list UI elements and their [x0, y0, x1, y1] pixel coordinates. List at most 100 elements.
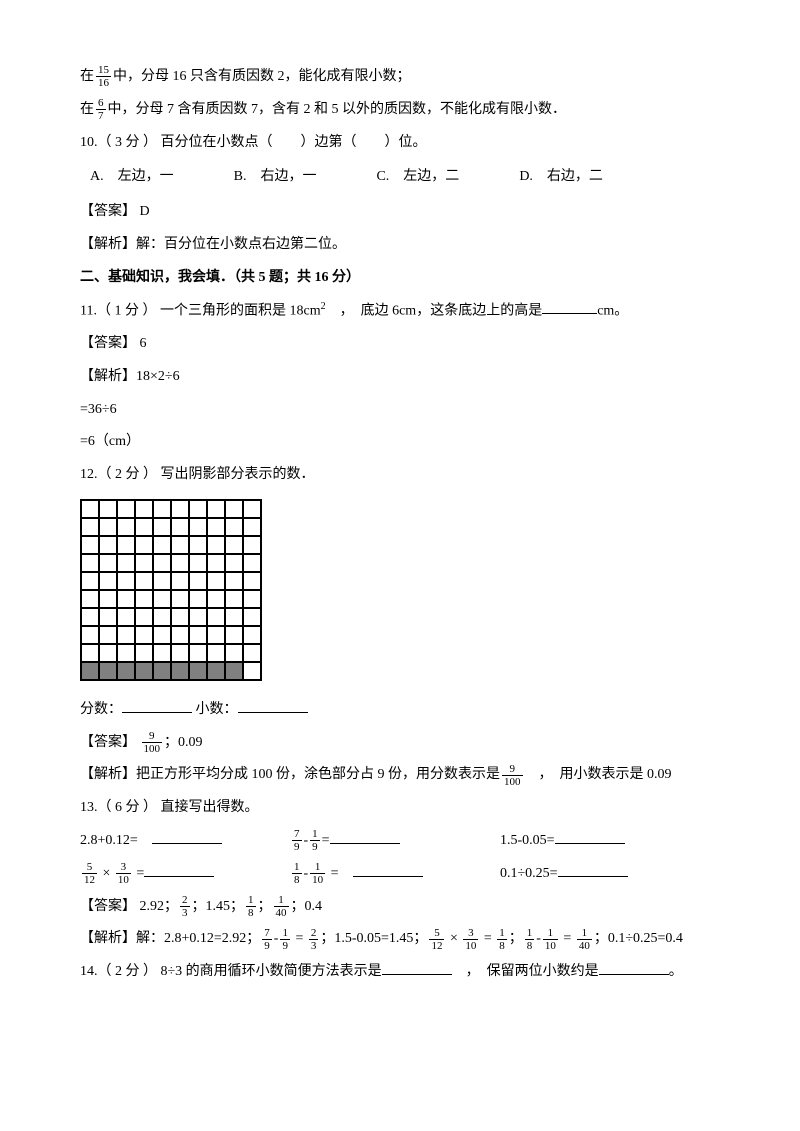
- answer: 【答案】 6: [80, 329, 720, 360]
- question-stem: 11.（ 1 分 ） 一个三角形的面积是 18cm2 ， 底边 6cm，这条底边…: [80, 296, 720, 327]
- grid-cell: [153, 662, 171, 680]
- grid-cell: [207, 554, 225, 572]
- calc-item: 2.8+0.12=: [80, 826, 290, 857]
- grid-cell: [243, 572, 261, 590]
- fraction: 9100: [142, 730, 163, 755]
- fraction: 19: [310, 828, 320, 853]
- fraction: 79: [292, 828, 302, 853]
- answer: 【答案】 D: [80, 197, 720, 228]
- grid-cell: [135, 662, 153, 680]
- calc-item: 512 × 310 =: [80, 859, 290, 890]
- options-row: A. 左边，一 B. 右边，一 C. 左边，二 D. 右边，二: [90, 162, 720, 193]
- section-heading: 二、基础知识，我会填．（共 5 题；共 16 分）: [80, 263, 720, 294]
- fraction: 140: [274, 894, 289, 919]
- answer: 【答案】 2.92；23；1.45；18；140；0.4: [80, 892, 720, 923]
- grid-cell: [135, 608, 153, 626]
- fraction: 67: [96, 97, 106, 122]
- grid-cell: [99, 500, 117, 518]
- fraction: 9100: [502, 763, 523, 788]
- fraction: 310: [116, 861, 131, 886]
- grid-cell: [243, 644, 261, 662]
- calc-row: 512 × 310 = 18-110 = 0.1÷0.25=: [80, 859, 720, 890]
- grid-cell: [117, 536, 135, 554]
- fraction: 512: [429, 927, 444, 952]
- grid-cell: [81, 662, 99, 680]
- grid-cell: [135, 500, 153, 518]
- grid-cell: [225, 662, 243, 680]
- grid-cell: [171, 626, 189, 644]
- grid-cell: [189, 608, 207, 626]
- blank: [558, 862, 628, 877]
- blank: [555, 829, 625, 844]
- grid-cell: [207, 500, 225, 518]
- grid-cell: [81, 500, 99, 518]
- grid-cell: [243, 590, 261, 608]
- fraction: 18: [246, 894, 256, 919]
- grid-cell: [135, 626, 153, 644]
- blank: [599, 960, 669, 975]
- grid-cell: [117, 500, 135, 518]
- calc-step: =36÷6: [80, 395, 720, 426]
- fraction: 110: [310, 861, 325, 886]
- grid-cell: [207, 536, 225, 554]
- grid-cell: [153, 554, 171, 572]
- grid-cell: [225, 554, 243, 572]
- explanation: 【解析】解：2.8+0.12=2.92；79-19 = 23；1.5-0.05=…: [80, 924, 720, 955]
- grid-cell: [171, 554, 189, 572]
- grid-cell: [81, 518, 99, 536]
- grid-cell: [99, 572, 117, 590]
- question-stem: 14.（ 2 分 ） 8÷3 的商用循环小数简便方法表示是 ， 保留两位小数约是…: [80, 957, 720, 988]
- option-c: C. 左边，二: [376, 162, 459, 193]
- calc-row: 2.8+0.12= 79-19= 1.5-0.05=: [80, 826, 720, 857]
- calc-item: 79-19=: [290, 826, 500, 857]
- fraction: 19: [280, 927, 290, 952]
- answer: 【答案】 9100；0.09: [80, 728, 720, 759]
- grid-cell: [99, 554, 117, 572]
- grid-cell: [207, 572, 225, 590]
- grid-cell: [153, 572, 171, 590]
- grid-cell: [243, 626, 261, 644]
- fraction: 23: [309, 927, 319, 952]
- grid-cell: [225, 518, 243, 536]
- text-line: 在1516中，分母 16 只含有质因数 2，能化成有限小数；: [80, 62, 720, 93]
- grid-cell: [135, 644, 153, 662]
- grid-cell: [189, 590, 207, 608]
- grid-cell: [243, 518, 261, 536]
- option-d: D. 右边，二: [519, 162, 603, 193]
- calc-item: 0.1÷0.25=: [500, 859, 710, 890]
- fraction: 1516: [96, 64, 111, 89]
- grid-cell: [99, 590, 117, 608]
- blank: [353, 862, 423, 877]
- grid-cell: [189, 644, 207, 662]
- grid-cell: [243, 536, 261, 554]
- grid-cell: [117, 608, 135, 626]
- grid-cell: [207, 662, 225, 680]
- fraction: 140: [577, 927, 592, 952]
- grid-cell: [243, 662, 261, 680]
- fraction: 512: [82, 861, 97, 886]
- grid-cell: [81, 626, 99, 644]
- grid-cell: [171, 662, 189, 680]
- blank: [330, 829, 400, 844]
- grid-cell: [81, 590, 99, 608]
- fraction: 18: [292, 861, 302, 886]
- option-a: A. 左边，一: [90, 162, 174, 193]
- grid-cell: [153, 536, 171, 554]
- grid-cell: [81, 536, 99, 554]
- grid-cell: [153, 608, 171, 626]
- grid-cell: [207, 608, 225, 626]
- grid-cell: [171, 644, 189, 662]
- grid-cell: [117, 554, 135, 572]
- grid-cell: [99, 518, 117, 536]
- grid-cell: [99, 536, 117, 554]
- grid-cell: [81, 644, 99, 662]
- fraction: 79: [262, 927, 272, 952]
- grid-cell: [207, 590, 225, 608]
- fraction: 110: [543, 927, 558, 952]
- grid-cell: [207, 644, 225, 662]
- grid-cell: [243, 500, 261, 518]
- grid-cell: [81, 554, 99, 572]
- fill-line: 分数： 小数：: [80, 695, 720, 726]
- grid-cell: [189, 536, 207, 554]
- grid-cell: [153, 626, 171, 644]
